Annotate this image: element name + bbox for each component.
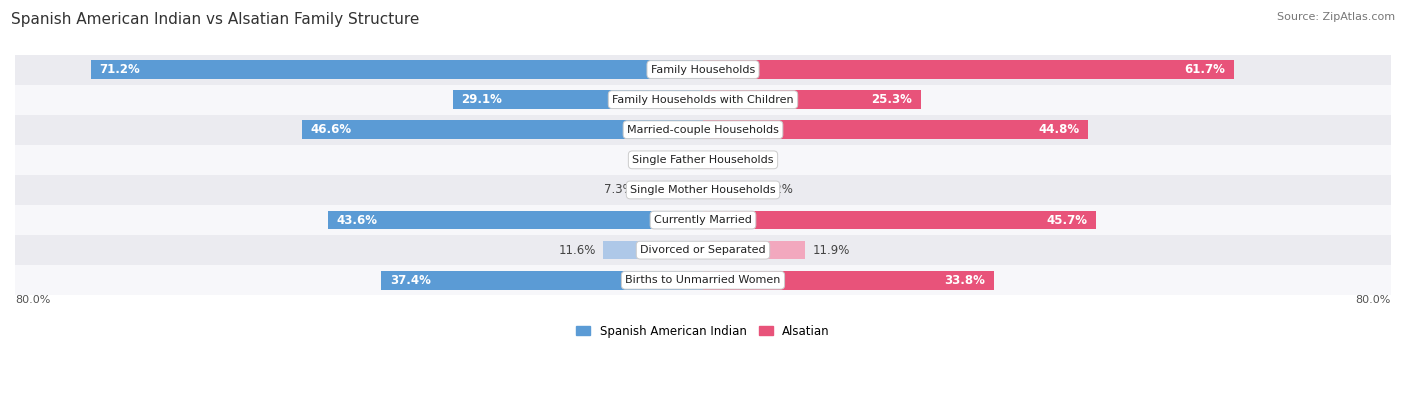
Text: Family Households: Family Households [651,64,755,75]
Text: 11.9%: 11.9% [813,244,849,257]
Text: 61.7%: 61.7% [1184,63,1225,76]
Bar [302,120,703,139]
Bar [15,235,1391,265]
Text: Single Mother Households: Single Mother Households [630,185,776,195]
Bar [381,271,703,290]
Text: 11.6%: 11.6% [560,244,596,257]
Bar [703,90,921,109]
Bar [15,85,1391,115]
Text: 43.6%: 43.6% [336,214,378,227]
Text: 46.6%: 46.6% [311,123,352,136]
Bar [453,90,703,109]
Text: 29.1%: 29.1% [461,93,502,106]
Bar [703,211,1097,229]
Text: 44.8%: 44.8% [1039,123,1080,136]
Text: 6.2%: 6.2% [763,183,793,196]
Legend: Spanish American Indian, Alsatian: Spanish American Indian, Alsatian [571,320,835,342]
Bar [703,181,756,199]
Bar [678,150,703,169]
Bar [90,60,703,79]
Bar [703,241,806,260]
Text: Married-couple Households: Married-couple Households [627,125,779,135]
Bar [15,55,1391,85]
Text: 25.3%: 25.3% [872,93,912,106]
Text: 80.0%: 80.0% [1355,295,1391,305]
Text: 2.9%: 2.9% [641,153,671,166]
Bar [15,175,1391,205]
Text: 7.3%: 7.3% [603,183,633,196]
Bar [703,120,1088,139]
Text: Spanish American Indian vs Alsatian Family Structure: Spanish American Indian vs Alsatian Fami… [11,12,419,27]
Text: 37.4%: 37.4% [389,274,430,287]
Bar [15,205,1391,235]
Bar [703,271,994,290]
Bar [15,145,1391,175]
Text: Source: ZipAtlas.com: Source: ZipAtlas.com [1277,12,1395,22]
Bar [15,115,1391,145]
Bar [640,181,703,199]
Text: 71.2%: 71.2% [100,63,141,76]
Text: Currently Married: Currently Married [654,215,752,225]
Text: 45.7%: 45.7% [1046,214,1087,227]
Text: Births to Unmarried Women: Births to Unmarried Women [626,275,780,285]
Text: 80.0%: 80.0% [15,295,51,305]
Text: Family Households with Children: Family Households with Children [612,95,794,105]
Text: 33.8%: 33.8% [945,274,986,287]
Bar [15,265,1391,295]
Bar [703,60,1233,79]
Bar [328,211,703,229]
Bar [703,150,721,169]
Text: Divorced or Separated: Divorced or Separated [640,245,766,255]
Text: 2.1%: 2.1% [728,153,758,166]
Text: Single Father Households: Single Father Households [633,155,773,165]
Bar [603,241,703,260]
